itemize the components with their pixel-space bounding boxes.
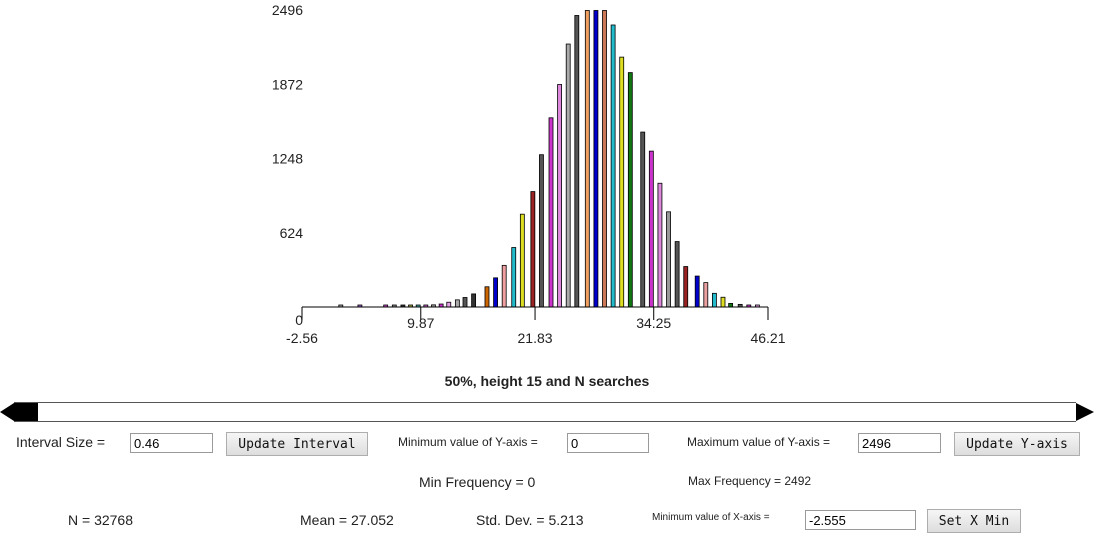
histogram-bar (703, 282, 709, 308)
x-axis-ticks: -2.56 9.87 21.83 34.25 46.21 (286, 307, 786, 346)
x-tick-label: 46.21 (750, 330, 785, 346)
mean-text: Mean = 27.052 (300, 512, 394, 528)
max-y-axis-input[interactable] (858, 433, 941, 453)
histogram-bar (574, 15, 580, 308)
histogram-bar (519, 213, 525, 308)
min-y-axis-input[interactable] (567, 433, 649, 453)
std-dev-text: Std. Dev. = 5.213 (476, 512, 584, 528)
histogram-bar (454, 299, 460, 308)
scrollbar-thumb[interactable] (14, 403, 38, 421)
histogram-bars (338, 10, 760, 308)
histogram-bar (530, 191, 536, 308)
max-y-axis-label: Maximum value of Y-axis = (687, 435, 831, 449)
histogram-bar (557, 84, 563, 308)
histogram-bar (565, 43, 571, 308)
update-interval-button[interactable]: Update Interval (226, 432, 368, 456)
x-tick-label: -2.56 (286, 330, 318, 346)
histogram-bar (627, 72, 633, 308)
y-tick-label: 2496 (272, 2, 303, 18)
histogram-bar (602, 10, 607, 308)
histogram-bar (501, 264, 507, 308)
chart-title: 50%, height 15 and N searches (444, 373, 650, 389)
min-x-axis-label: Minimum value of X-axis = (652, 512, 770, 523)
histogram-bar (610, 24, 616, 308)
histogram-bar (593, 10, 599, 308)
histogram-bar (648, 150, 654, 308)
histogram-bar (584, 10, 590, 308)
n-count-text: N = 32768 (68, 512, 133, 528)
y-tick-label: 1872 (272, 76, 303, 92)
y-axis-ticks: 0 624 1248 1872 2496 (272, 2, 303, 328)
y-tick-label: 1248 (272, 151, 303, 167)
y-tick-label: 0 (295, 312, 303, 328)
histogram-bar (640, 131, 646, 308)
min-y-axis-label: Minimum value of Y-axis = (398, 435, 538, 449)
set-x-min-button[interactable]: Set X Min (927, 509, 1021, 533)
histogram-bar (548, 117, 554, 308)
y-tick-label: 624 (280, 225, 304, 241)
histogram-bar (711, 292, 717, 308)
histogram-bar (728, 303, 734, 308)
interval-size-input[interactable] (130, 433, 213, 453)
histogram-bar (720, 296, 726, 308)
max-frequency-text: Max Frequency = 2492 (688, 474, 812, 488)
histogram-bar (666, 211, 671, 308)
histogram-bar (484, 286, 490, 308)
update-y-axis-button[interactable]: Update Y-axis (954, 432, 1080, 456)
x-tick-label: 9.87 (407, 315, 434, 331)
histogram-bar (493, 277, 498, 308)
interval-size-label: Interval Size = (16, 434, 106, 450)
histogram-chart: -2.56 9.87 21.83 34.25 46.21 0 624 1248 1872 249… (272, 2, 786, 346)
min-x-axis-input[interactable] (805, 510, 916, 530)
histogram-bar (462, 297, 468, 308)
histogram-bar (657, 182, 663, 308)
histogram-bar (619, 56, 625, 308)
scroll-right-arrow-icon[interactable] (1076, 403, 1094, 421)
histogram-bar (471, 293, 477, 308)
histogram-bar (683, 266, 689, 308)
histogram-bar (539, 154, 544, 308)
scroll-left-arrow-icon[interactable] (0, 403, 14, 421)
x-tick-label: 21.83 (518, 330, 553, 346)
histogram-bar (446, 301, 452, 308)
x-tick-label: 34.25 (636, 315, 671, 331)
histogram-bar (694, 275, 700, 308)
histogram-bar (674, 241, 680, 308)
x-range-scrollbar[interactable] (0, 402, 1094, 422)
scrollbar-track[interactable] (14, 402, 1076, 422)
histogram-bar (511, 247, 517, 308)
min-frequency-text: Min Frequency = 0 (419, 474, 536, 490)
